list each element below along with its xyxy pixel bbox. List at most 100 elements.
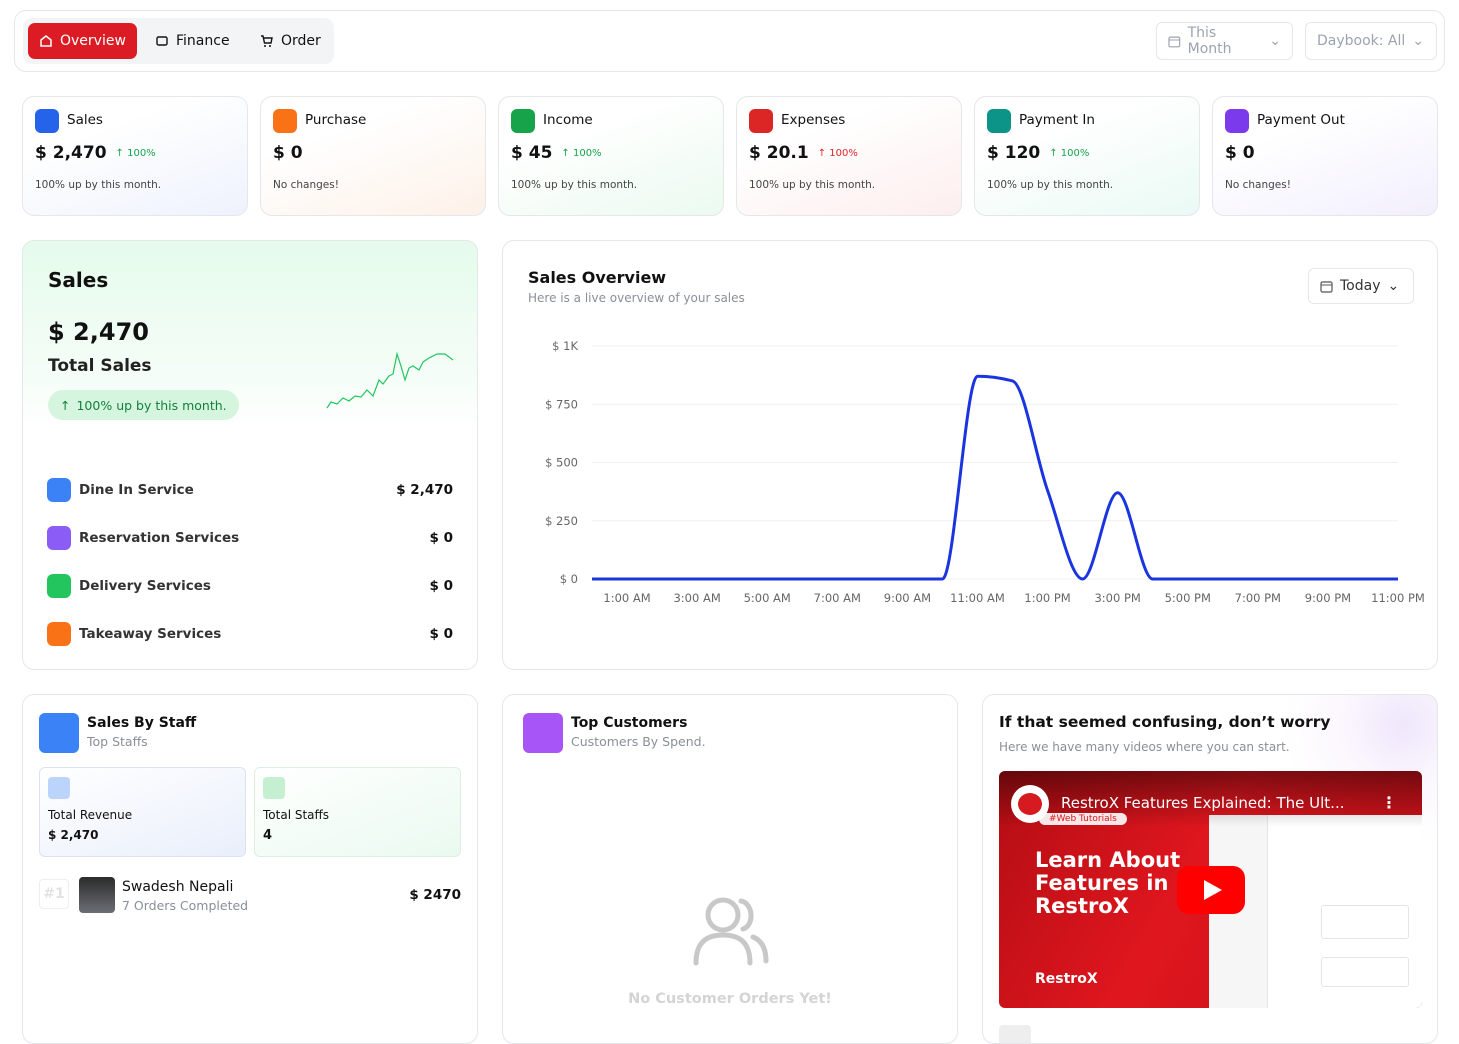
- badge-text: 100% up by this month.: [76, 397, 227, 413]
- card-title: Top Customers: [571, 715, 688, 731]
- chart-subtitle: Here is a live overview of your sales: [528, 291, 745, 305]
- stat-note: No changes!: [273, 179, 339, 191]
- x-tick-label: 1:00 PM: [1024, 591, 1070, 605]
- service-amount: $ 0: [429, 626, 454, 642]
- stat-amount: $ 120: [987, 143, 1041, 163]
- stat-change-value: 100%: [829, 147, 858, 159]
- sales-overview-card: Sales Overview Here is a live overview o…: [502, 240, 1438, 670]
- daybook-filter[interactable]: Daybook: All ⌄: [1305, 22, 1437, 60]
- x-tick-label: 7:00 AM: [814, 591, 861, 605]
- x-tick-label: 1:00 AM: [603, 591, 650, 605]
- service-icon: [47, 526, 71, 550]
- stat-amount-row: $ 0: [273, 143, 303, 163]
- stat-amount: $ 20.1: [749, 143, 809, 163]
- y-tick-label: $ 250: [545, 514, 578, 528]
- stat-icon: [511, 109, 535, 133]
- stat-change: ↑ 100%: [817, 147, 858, 159]
- customers-card: Top Customers Customers By Spend. No Cus…: [502, 694, 958, 1044]
- stat-card: Sales $ 2,470 ↑ 100% 100% up by this mont…: [22, 96, 248, 216]
- card-title: Sales By Staff: [87, 715, 197, 731]
- stat-note: 100% up by this month.: [511, 179, 638, 191]
- service-amount: $ 0: [429, 578, 454, 594]
- wallet-icon: [156, 36, 168, 46]
- staff-avatar: [79, 877, 115, 913]
- y-tick-label: $ 1K: [552, 339, 578, 353]
- logo-mark: [1018, 793, 1042, 815]
- x-tick-label: 9:00 PM: [1305, 591, 1351, 605]
- x-tick-label: 7:00 PM: [1235, 591, 1281, 605]
- chevron: ⌄: [1269, 33, 1281, 49]
- play-button[interactable]: [1177, 866, 1245, 914]
- video-card: If that seemed confusing, don’t worry He…: [982, 694, 1438, 1044]
- y-tick-label: $ 750: [545, 397, 578, 411]
- stat-amount-row: $ 2,470 ↑ 100%: [35, 143, 156, 163]
- cart-icon: [261, 35, 273, 47]
- chart: $ 0 $ 250 $ 500 $ 750 $ 1K 1:00 AM 3:00 AM 5:00…: [545, 339, 1425, 605]
- stat-note: 100% up by this month.: [749, 179, 876, 191]
- video-menu[interactable]: ⋮: [1381, 793, 1397, 812]
- panel-box: [1321, 957, 1409, 987]
- service-name: Reservation Services: [79, 530, 240, 546]
- calendar-icon: [1320, 280, 1333, 293]
- service-icon: [47, 478, 71, 502]
- sales-card: Sales $ 2,470 Total Sales ↑ 100% up by t…: [22, 240, 478, 670]
- sales-badge: ↑ 100% up by this month.: [48, 390, 239, 420]
- tab-overview[interactable]: Overview: [28, 23, 137, 59]
- staff-rank: #1: [39, 879, 69, 909]
- card-subtitle: Here we have many videos where you can s…: [999, 740, 1290, 754]
- tab-order[interactable]: Order: [249, 23, 332, 59]
- stat-title: Sales: [67, 112, 103, 128]
- dollar-icon: [48, 777, 70, 799]
- filter-label: Daybook: All: [1317, 33, 1406, 49]
- stat-card: Purchase $ 0 No changes!: [260, 96, 486, 216]
- x-tick-label: 5:00 PM: [1165, 591, 1211, 605]
- home-icon: [40, 35, 52, 47]
- x-tick-label: 3:00 PM: [1094, 591, 1140, 605]
- tab-label: Order: [281, 33, 321, 49]
- card-subtitle: Top Staffs: [87, 734, 148, 749]
- tab-label: Finance: [176, 33, 230, 49]
- box-label: Total Revenue: [48, 808, 133, 822]
- staff-orders: 7 Orders Completed: [122, 898, 249, 913]
- filter-label: This Month: [1187, 25, 1232, 57]
- customers-icon: [523, 713, 563, 753]
- service-name: Delivery Services: [79, 578, 211, 594]
- calendar-icon: [1168, 36, 1181, 47]
- video-title: RestroX Features Explained: The Ult...: [1061, 794, 1345, 812]
- stat-icon: [1225, 109, 1249, 133]
- staff-card: Sales By Staff Top Staffs Total Revenue …: [22, 694, 478, 1044]
- more-placeholder: [999, 1025, 1031, 1043]
- tab-label: Overview: [60, 33, 126, 49]
- stat-title: Income: [543, 112, 593, 128]
- play-icon: [1204, 880, 1222, 900]
- box-label: Total Staffs: [263, 808, 330, 822]
- card-title: If that seemed confusing, don’t worry: [999, 713, 1331, 731]
- sales-label: Total Sales: [48, 356, 152, 376]
- stat-card: Income $ 45 ↑ 100% 100% up by this month.: [498, 96, 724, 216]
- stat-amount: $ 0: [1225, 143, 1255, 163]
- top-bar: Overview Finance Order This Month ⌄ Dayb…: [14, 10, 1445, 72]
- chevron: ⌄: [1412, 33, 1425, 49]
- stat-note: 100% up by this month.: [35, 179, 162, 191]
- tab-finance[interactable]: Finance: [144, 23, 241, 59]
- empty-message: No Customer Orders Yet!: [628, 991, 832, 1007]
- chevron: ⌄: [1387, 278, 1400, 294]
- stat-amount: $ 2,470: [35, 143, 107, 163]
- service-icon: [47, 622, 71, 646]
- stat-title: Payment In: [1019, 112, 1095, 128]
- empty-icon: [693, 897, 769, 966]
- service-row: Delivery Services $ 0: [47, 573, 453, 599]
- stat-note: 100% up by this month.: [987, 179, 1114, 191]
- month-filter[interactable]: This Month ⌄: [1156, 22, 1293, 60]
- x-tick-label: 3:00 AM: [673, 591, 720, 605]
- video-thumbnail[interactable]: RestroX Features Explained: The Ult... ⋮…: [999, 771, 1422, 1008]
- video-tag: #Web Tutorials: [1039, 813, 1127, 825]
- stat-change-value: 100%: [1060, 147, 1090, 159]
- y-tick-label: $ 0: [560, 572, 578, 586]
- x-tick-label: 9:00 AM: [884, 591, 931, 605]
- staff-name: Swadesh Nepali: [122, 879, 234, 895]
- chart-filter[interactable]: Today ⌄: [1308, 268, 1414, 304]
- staff-icon: [39, 713, 79, 753]
- service-amount: $ 0: [429, 530, 454, 546]
